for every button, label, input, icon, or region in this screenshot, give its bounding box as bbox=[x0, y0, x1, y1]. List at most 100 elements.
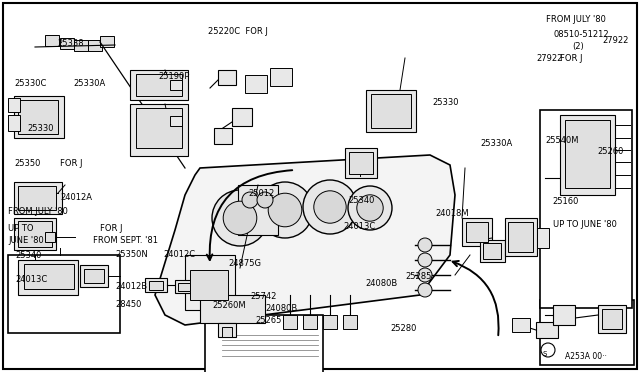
Circle shape bbox=[223, 201, 257, 235]
Text: 25330: 25330 bbox=[27, 124, 54, 133]
Text: 25340: 25340 bbox=[15, 251, 42, 260]
Bar bbox=[371, 94, 411, 128]
Text: 24012C: 24012C bbox=[163, 250, 195, 259]
Bar bbox=[185, 255, 235, 310]
Text: 25285: 25285 bbox=[405, 272, 431, 281]
Bar bbox=[100, 36, 114, 47]
Bar bbox=[466, 222, 488, 242]
Text: 27922: 27922 bbox=[536, 54, 563, 63]
Text: 25350: 25350 bbox=[14, 159, 40, 168]
Bar bbox=[598, 305, 626, 333]
Text: 25190P: 25190P bbox=[158, 72, 189, 81]
Text: A253A 00··: A253A 00·· bbox=[565, 352, 607, 361]
Bar bbox=[283, 315, 297, 329]
Text: 25260M: 25260M bbox=[212, 301, 246, 310]
Text: 08510-51212: 08510-51212 bbox=[554, 30, 610, 39]
Bar bbox=[8, 255, 120, 333]
Text: UP TO: UP TO bbox=[8, 224, 33, 233]
Text: FROM SEPT. '81: FROM SEPT. '81 bbox=[93, 236, 158, 245]
Bar bbox=[232, 108, 252, 126]
Circle shape bbox=[348, 186, 392, 230]
Bar bbox=[345, 148, 377, 178]
Bar bbox=[505, 218, 537, 256]
Text: 25330A: 25330A bbox=[73, 79, 105, 88]
Text: 24013C: 24013C bbox=[15, 275, 47, 284]
Bar bbox=[218, 323, 236, 337]
Bar bbox=[88, 40, 102, 51]
Bar bbox=[512, 318, 530, 332]
Text: 24013C: 24013C bbox=[343, 222, 375, 231]
Text: 25330: 25330 bbox=[432, 98, 458, 107]
Text: 25340: 25340 bbox=[348, 196, 374, 205]
Text: 24875G: 24875G bbox=[228, 259, 261, 268]
Bar bbox=[8, 98, 20, 112]
Circle shape bbox=[541, 343, 555, 357]
Bar bbox=[18, 260, 78, 295]
Bar bbox=[80, 265, 108, 287]
Bar bbox=[8, 115, 20, 131]
Text: 25330A: 25330A bbox=[480, 139, 512, 148]
Bar bbox=[14, 96, 64, 138]
Bar bbox=[222, 327, 232, 337]
Bar bbox=[170, 80, 182, 90]
Text: JUNE '80: JUNE '80 bbox=[8, 236, 44, 245]
Text: 25338: 25338 bbox=[57, 39, 84, 48]
Bar bbox=[537, 228, 549, 248]
Bar bbox=[238, 185, 278, 235]
Bar bbox=[84, 269, 104, 283]
Bar bbox=[145, 278, 167, 292]
Bar bbox=[270, 68, 292, 86]
Bar bbox=[343, 315, 357, 329]
Text: 25330C: 25330C bbox=[14, 79, 46, 88]
Bar bbox=[366, 90, 416, 132]
Bar bbox=[540, 300, 634, 365]
Bar bbox=[190, 270, 228, 300]
Bar bbox=[130, 70, 188, 100]
Bar bbox=[323, 315, 337, 329]
Text: 25350N: 25350N bbox=[115, 250, 148, 259]
Bar bbox=[178, 283, 190, 291]
Bar bbox=[540, 110, 632, 308]
Bar bbox=[214, 128, 232, 144]
Circle shape bbox=[257, 192, 273, 208]
Bar bbox=[200, 295, 265, 323]
Circle shape bbox=[418, 268, 432, 282]
Text: 25540M: 25540M bbox=[545, 136, 579, 145]
Bar bbox=[45, 35, 59, 46]
Bar bbox=[483, 243, 501, 259]
Bar bbox=[136, 74, 182, 96]
Text: 25265: 25265 bbox=[255, 316, 282, 325]
Bar bbox=[45, 232, 55, 242]
Text: 25160: 25160 bbox=[552, 197, 579, 206]
Bar bbox=[136, 108, 182, 148]
Text: 24018M: 24018M bbox=[435, 209, 468, 218]
Circle shape bbox=[418, 283, 432, 297]
Bar bbox=[218, 70, 236, 85]
Bar bbox=[74, 40, 88, 51]
Text: FROM JULY '80: FROM JULY '80 bbox=[8, 207, 68, 216]
Bar bbox=[602, 309, 622, 329]
Bar bbox=[480, 240, 505, 262]
Bar bbox=[175, 280, 193, 293]
Circle shape bbox=[242, 192, 258, 208]
Bar bbox=[245, 75, 267, 93]
Bar bbox=[18, 221, 52, 247]
Bar bbox=[130, 104, 188, 156]
Text: 25742: 25742 bbox=[250, 292, 276, 301]
Polygon shape bbox=[155, 155, 455, 325]
Bar bbox=[205, 315, 323, 372]
Bar bbox=[560, 115, 615, 195]
Circle shape bbox=[212, 190, 268, 246]
Bar bbox=[553, 305, 575, 325]
Bar bbox=[462, 218, 492, 246]
Circle shape bbox=[303, 180, 357, 234]
Text: 24012B: 24012B bbox=[115, 282, 147, 291]
Bar bbox=[60, 38, 74, 49]
Bar bbox=[349, 152, 373, 174]
Text: FOR J: FOR J bbox=[560, 54, 582, 63]
Bar bbox=[565, 120, 610, 188]
Text: (2): (2) bbox=[572, 42, 584, 51]
Text: 27922: 27922 bbox=[602, 36, 628, 45]
Circle shape bbox=[314, 191, 346, 223]
Bar bbox=[18, 186, 56, 210]
